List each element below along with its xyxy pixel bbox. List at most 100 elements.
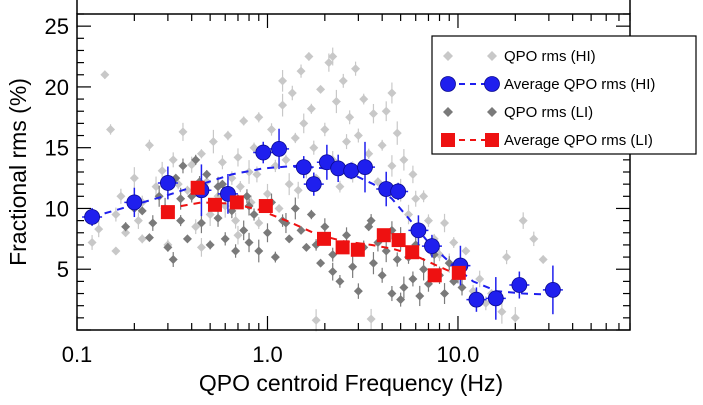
hi-qpo-point [94,224,104,234]
legend-marker [484,76,500,92]
legend-marker [440,76,456,92]
hi-average-point [487,290,504,307]
li-qpo-point [231,246,241,256]
li-qpo-point [306,210,316,220]
hi-average-point [330,160,347,177]
y-tick-label: 15 [45,136,69,161]
li-qpo-point [176,216,186,226]
hi-qpo-point [278,76,288,86]
hi-qpo-point [449,237,459,247]
hi-average-point [410,222,427,239]
hi-qpo-point [235,182,245,192]
hi-qpo-point [366,314,376,324]
li-average-point [207,197,222,212]
li-qpo-point [440,289,450,299]
li-qpo-point [254,246,264,256]
legend-label: QPO rms (LI) [504,104,593,121]
legend-label: Average QPO rms (LI) [504,132,653,149]
hi-qpo-point [284,179,294,189]
hi-qpo-point [529,234,539,244]
hi-average-point [255,144,272,161]
hi-qpo-point [233,230,243,240]
hi-qpo-point [387,161,397,171]
hi-qpo-point [328,52,338,62]
hi-qpo-point [351,64,361,74]
hi-qpo-point [304,52,314,62]
li-qpo-point [284,234,294,244]
hi-qpo-point [191,222,201,232]
li-average-point [316,231,331,246]
hi-qpo-point [239,116,249,126]
hi-qpo-point [320,124,330,134]
hi-qpo-point [217,157,227,167]
li-average-point [350,242,365,257]
li-qpo-point [342,230,352,240]
hi-average-point [343,162,360,179]
li-qpo-point [366,216,376,226]
li-qpo-point [121,222,131,232]
li-qpo-point [301,242,311,252]
li-qpo-point [178,161,188,171]
li-qpo-point [137,206,147,216]
hi-qpo-point [157,166,167,176]
hi-qpo-point [387,88,397,98]
hi-qpo-point [368,109,378,119]
li-qpo-point [419,264,429,274]
li-average-point [160,205,175,220]
hi-qpo-point [345,112,355,122]
hi-qpo-point [178,127,188,137]
li-qpo-point [270,252,280,262]
hi-qpo-point [404,210,414,220]
hi-qpo-point [129,173,139,183]
hi-qpo-point [538,255,548,265]
li-qpo-point [168,255,178,265]
li-qpo-point [328,267,338,277]
hi-qpo-point [100,70,110,80]
li-average-point [391,233,406,248]
hi-qpo-point [311,315,321,325]
legend-entry: QPO rms (HI) [443,48,596,65]
li-qpo-point [381,246,391,256]
hi-qpo-point [338,76,348,86]
hi-qpo-point [252,169,262,179]
li-qpo-point [316,258,326,268]
hi-qpo-point [254,218,264,228]
hi-qpo-point [196,149,206,159]
hi-average-point [159,175,176,191]
li-qpo-point [182,234,192,244]
hi-qpo-point [296,66,306,76]
hi-qpo-point [419,191,429,201]
hi-average-point [126,194,143,211]
li-qpo-point [205,240,215,250]
hi-qpo-point [182,185,192,195]
li-qpo-point [290,203,300,213]
li-qpo-point [377,270,387,280]
legend-marker [487,51,497,61]
y-tick-label: 5 [57,257,69,282]
hi-average-point [424,238,440,255]
hi-average-point [390,183,407,200]
legend-marker [487,107,497,117]
legend-entry: QPO rms (LI) [443,104,593,121]
hi-qpo-point [435,250,445,260]
legend-marker [443,51,453,61]
li-qpo-point [408,274,418,284]
hi-average-point [357,159,373,176]
hi-qpo-point [324,58,334,68]
li-qpo-point [239,225,249,235]
li-qpo-point [353,286,363,296]
hi-qpo-point [168,155,178,165]
hi-qpo-point [461,246,471,256]
hi-qpo-point [309,143,319,153]
legend-entry: Average QPO rms (HI) [440,76,655,93]
hi-qpo-point [231,216,241,226]
li-qpo-point [144,233,154,243]
hi-qpo-point [359,94,369,104]
li-qpo-point [396,295,406,305]
hi-qpo-point [423,216,433,226]
hi-qpo-point [137,234,147,244]
hi-qpo-point [306,104,316,114]
hi-qpo-point [440,218,450,228]
li-qpo-point [220,234,230,244]
